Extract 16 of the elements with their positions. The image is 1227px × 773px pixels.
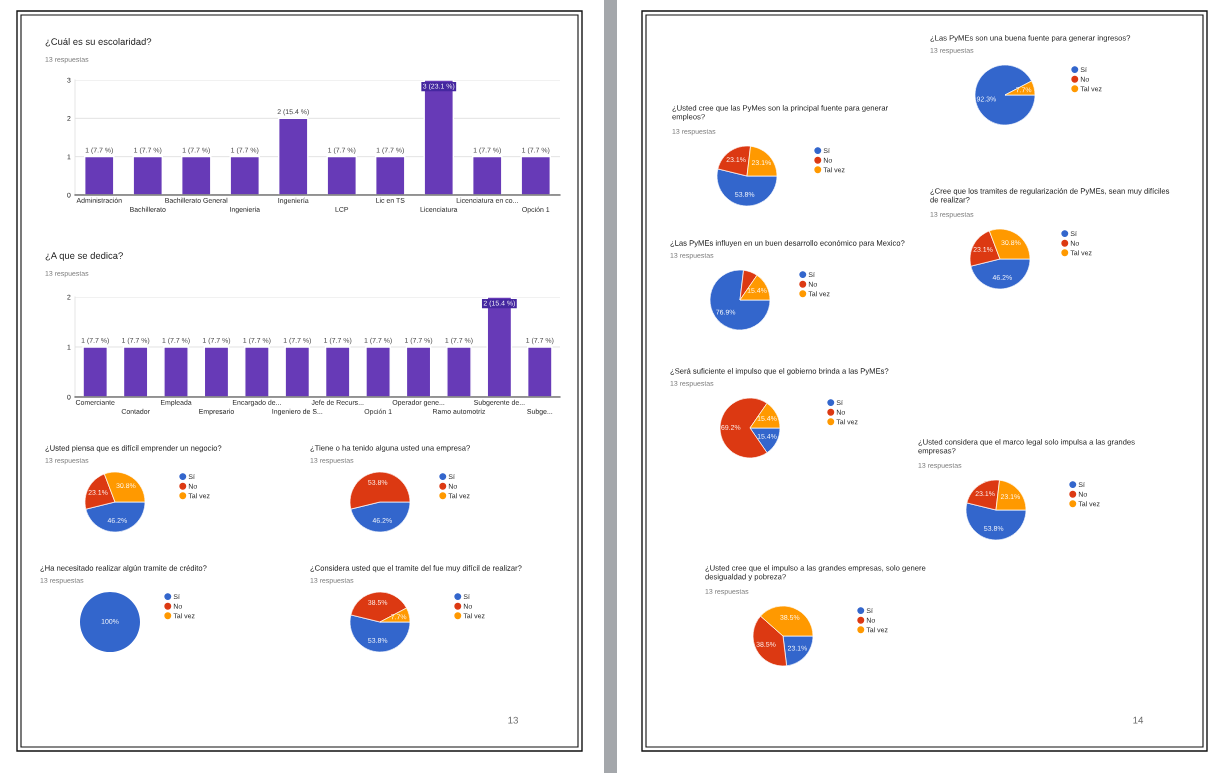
bar	[229, 155, 260, 195]
text: 13	[508, 716, 518, 724]
bar	[520, 155, 551, 195]
bar	[326, 155, 357, 195]
bar	[472, 155, 503, 195]
bar	[375, 155, 406, 195]
chart-title: ¿Cuál es su escolaridad?	[45, 37, 152, 47]
pie-slice	[974, 64, 1036, 126]
bar	[181, 155, 212, 195]
text: 14	[1133, 716, 1144, 724]
pie-slice	[709, 269, 771, 331]
bar	[132, 155, 163, 195]
chart-title: ¿A que se dedica?	[45, 252, 123, 261]
bar	[278, 117, 309, 195]
bar	[423, 80, 454, 195]
bar	[84, 155, 115, 195]
